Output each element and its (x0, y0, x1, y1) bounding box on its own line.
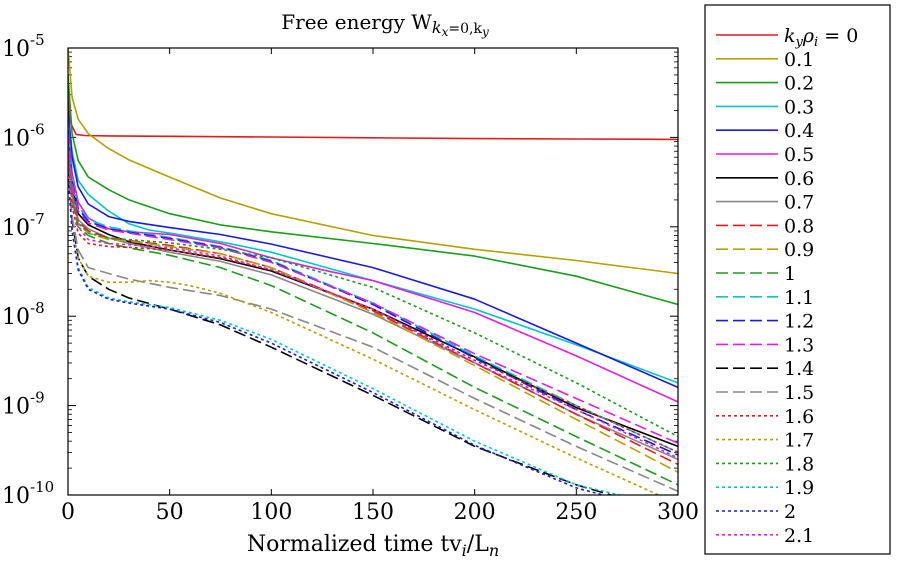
legend-label-1.7: 1.7 (784, 430, 814, 452)
legend-label-1.9: 1.9 (784, 477, 814, 499)
legend-label-0.9: 0.9 (784, 239, 814, 261)
legend-label-1.4: 1.4 (784, 358, 814, 380)
legend-label-1.5: 1.5 (784, 382, 814, 404)
series-line-0.2 (68, 74, 678, 306)
x-tick-label: 150 (352, 500, 394, 525)
legend-label-0.3: 0.3 (784, 96, 814, 118)
legend-label-1.2: 1.2 (784, 311, 814, 333)
series-line-1.8 (68, 141, 678, 438)
series-line-0.3 (68, 110, 678, 384)
legend-label-0.2: 0.2 (784, 73, 814, 95)
series-line-0.1 (68, 48, 678, 275)
legend-label-0.4: 0.4 (784, 120, 814, 142)
series-line-2 (68, 172, 607, 495)
x-tick-label: 50 (156, 500, 184, 525)
legend-label-0.6: 0.6 (784, 168, 814, 190)
legend-label-0.5: 0.5 (784, 144, 814, 166)
series-line-1.6 (68, 157, 678, 454)
y-tick-label: 10-5 (2, 31, 45, 62)
series-line-0.5 (68, 121, 678, 403)
y-tick-label: 10-8 (2, 299, 45, 330)
y-tick-label: 10-7 (2, 210, 45, 241)
series-line-0.8 (68, 141, 678, 466)
legend-label-2.1: 2.1 (784, 525, 814, 547)
y-tick-label: 10-6 (2, 120, 45, 151)
x-tick-label: 250 (555, 500, 597, 525)
y-tick-label: 10-10 (2, 478, 54, 509)
series-line-1.3 (68, 133, 678, 444)
series-line-1 (68, 151, 678, 486)
x-tick-label: 300 (657, 500, 699, 525)
legend-label-2: 2 (784, 501, 796, 523)
series-line-1.9 (68, 172, 624, 495)
y-tick-label: 10-9 (2, 389, 45, 420)
legend-label-1.8: 1.8 (784, 453, 814, 475)
legend-label-1.1: 1.1 (784, 287, 814, 309)
chart-title: Free energy Wkx=0,ky (281, 10, 489, 39)
legend: kyρi = 00.10.20.30.40.50.60.70.80.911.11… (716, 25, 858, 547)
series-line-0 (68, 94, 678, 141)
series-line-1.7 (68, 172, 661, 495)
series-line-0.9 (68, 146, 678, 473)
series-line-1.5 (68, 164, 678, 493)
x-tick-labels: 0 50 100 150 200 250 300 (61, 500, 699, 525)
x-tick-label: 0 (61, 500, 75, 525)
series-line-0.6 (68, 137, 678, 448)
legend-label-0.1: 0.1 (784, 49, 814, 71)
legend-label-0: kyρi = 0 (784, 25, 858, 50)
series-layer (68, 48, 678, 495)
plot-frame (67, 47, 679, 496)
legend-label-1: 1 (784, 263, 796, 285)
y-tick-labels: 10-10 10-9 10-8 10-7 10-6 10-5 (2, 31, 54, 509)
x-tick-label: 200 (454, 500, 496, 525)
legend-box (704, 4, 891, 555)
legend-label-1.3: 1.3 (784, 334, 814, 356)
x-tick-label: 100 (250, 500, 292, 525)
legend-label-0.8: 0.8 (784, 215, 814, 237)
legend-label-1.6: 1.6 (784, 406, 814, 428)
x-axis-label: Normalized time tvi/Ln (247, 532, 499, 560)
legend-label-0.7: 0.7 (784, 192, 814, 214)
series-line-0.4 (68, 110, 678, 389)
